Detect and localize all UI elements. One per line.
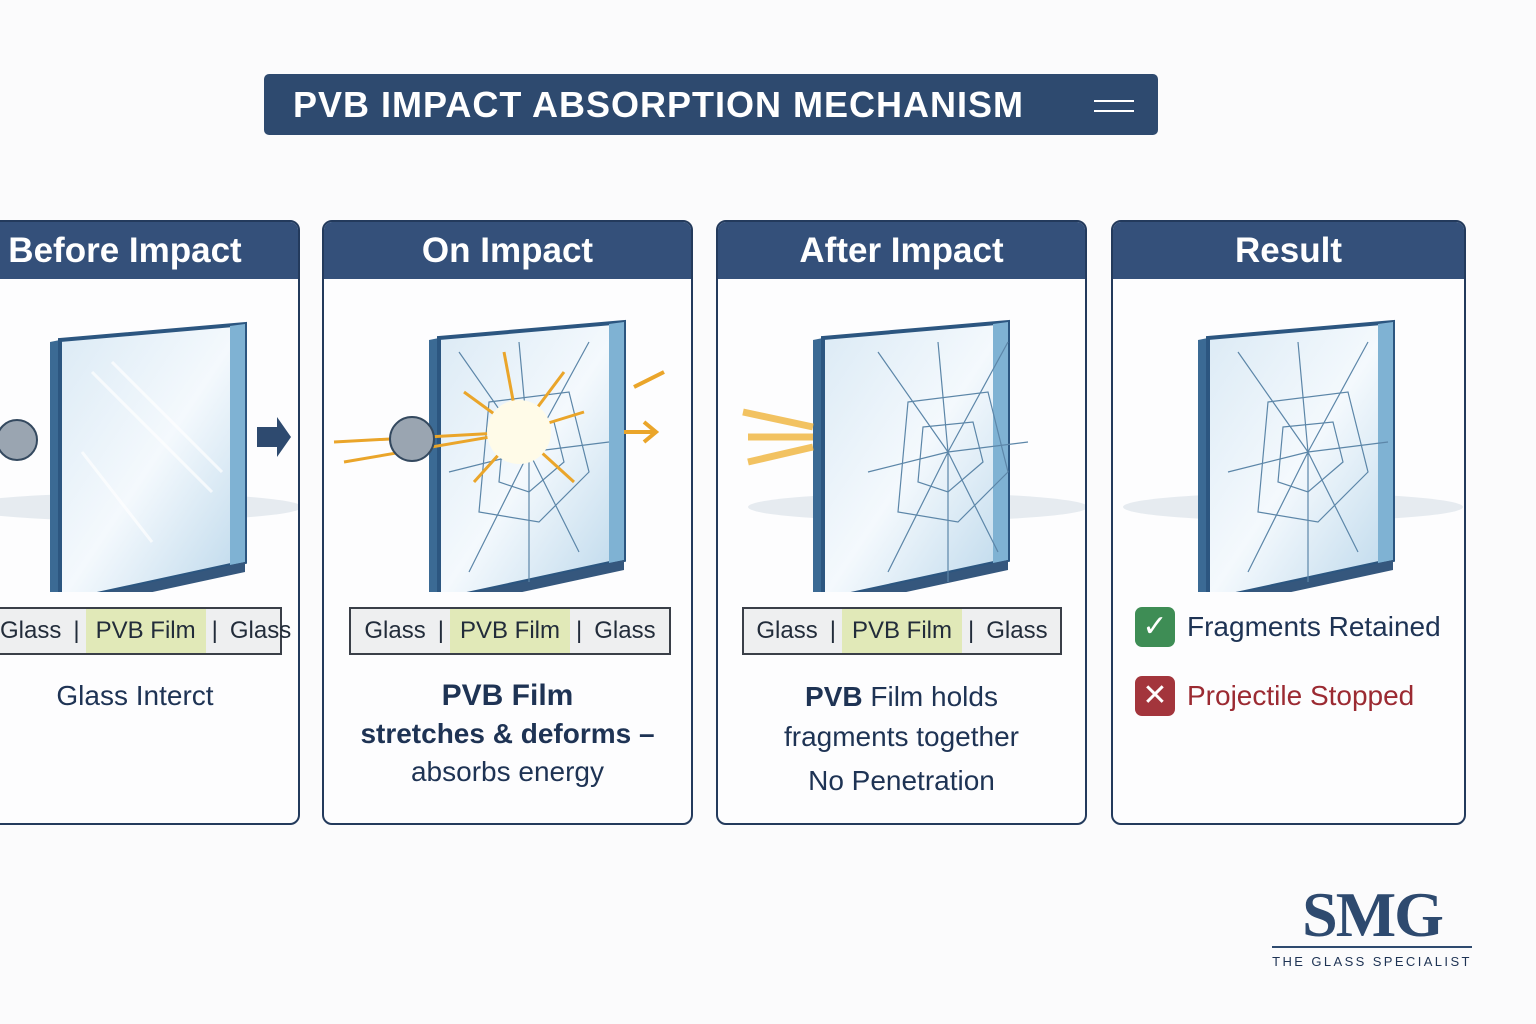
impact-glass-illustration — [333, 320, 665, 592]
projectile-ball-icon — [0, 419, 38, 461]
panel-header: Before Impact — [0, 222, 298, 279]
layer-stack-label: Glass | PVB Film | Glass — [742, 607, 1062, 655]
panel-header: After Impact — [718, 222, 1085, 279]
title-banner: PVB IMPACT ABSORPTION MECHANISM — [264, 74, 1158, 135]
arrow-right-icon — [257, 417, 291, 457]
layer-stack-label: Glass | PVB Film | Glass — [0, 607, 291, 655]
result-fragments-retained: ✓ Fragments Retained — [1135, 607, 1441, 647]
menu-icon[interactable] — [1094, 100, 1134, 120]
panel-on-impact: On Impact Glass | PVB Film | Glass PVB Film … — [322, 220, 693, 825]
arrow-right-icon — [624, 370, 665, 444]
cracked-glass-illustration — [742, 320, 1085, 592]
panel-description: Glass Interct — [56, 680, 214, 711]
smg-logo: SMG THE GLASS SPECIALIST — [1272, 879, 1472, 969]
projectile-ball-icon — [389, 416, 435, 462]
panel-header: On Impact — [324, 222, 691, 279]
panel-result: Result ✓ Fragments Retained ✕ Projectile… — [1111, 220, 1466, 825]
check-icon: ✓ — [1135, 607, 1175, 647]
retained-glass-illustration — [1123, 320, 1463, 592]
panel-description: PVB Film holds fragments together No Pen… — [783, 681, 1020, 796]
layer-stack-label: Glass | PVB Film | Glass — [349, 607, 671, 655]
panel-header: Result — [1113, 222, 1464, 279]
panel-description: PVB Film stretches & deforms – absorbs e… — [360, 679, 655, 787]
intact-glass-illustration — [0, 322, 298, 592]
result-projectile-stopped: ✕ Projectile Stopped — [1135, 676, 1414, 716]
panel-after-impact: After Impact Glass | PVB Film | Glass PVB Fi… — [716, 220, 1087, 825]
page-title: PVB IMPACT ABSORPTION MECHANISM — [293, 84, 1025, 125]
panel-before-impact: Before Impact Glass | PVB Film | Glass Glass… — [0, 220, 300, 825]
x-icon: ✕ — [1135, 676, 1175, 716]
